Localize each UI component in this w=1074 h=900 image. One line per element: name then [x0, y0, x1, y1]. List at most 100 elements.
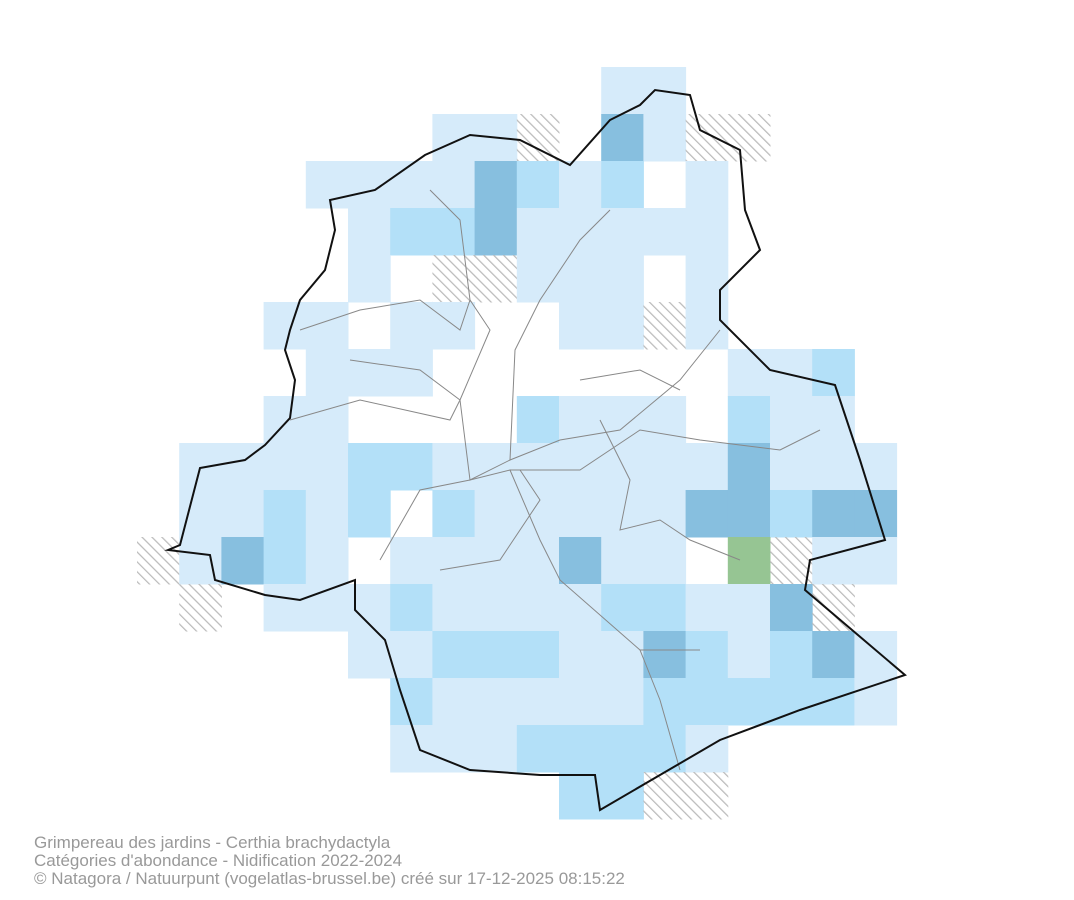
grid-cell [643, 490, 687, 538]
grid-cell [432, 584, 476, 632]
grid-cell [727, 349, 771, 397]
grid-cell [685, 772, 729, 820]
grid-cell [727, 396, 771, 444]
grid-cell [305, 161, 349, 209]
grid-cell [559, 537, 602, 585]
grid-cell [643, 631, 687, 679]
grid-cell [516, 443, 560, 491]
grid-cell [263, 396, 307, 444]
grid-cells [137, 67, 898, 820]
grid-cell [474, 584, 518, 632]
grid-cell [390, 678, 433, 726]
grid-cell [474, 725, 518, 773]
grid-cell [559, 161, 602, 209]
grid-cell [516, 208, 560, 256]
grid-cell [643, 584, 687, 632]
grid-cell [601, 114, 644, 162]
grid-cell [727, 490, 771, 538]
grid-cell [643, 443, 687, 491]
grid-cell [474, 161, 518, 209]
grid-cell [643, 302, 687, 350]
grid-cell [601, 725, 644, 773]
grid-cell [812, 631, 855, 679]
grid-cell [601, 302, 644, 350]
grid-cell [263, 443, 307, 491]
grid-cell [643, 396, 687, 444]
grid-cell [305, 349, 349, 397]
grid-cell [685, 302, 729, 350]
grid-cell [179, 490, 222, 538]
grid-cell [474, 208, 518, 256]
grid-cell [559, 490, 602, 538]
footer-line: Grimpereau des jardins - Certhia brachyd… [34, 833, 391, 852]
grid-cell [263, 537, 307, 585]
grid-cell [812, 678, 855, 726]
grid-cell [305, 584, 349, 632]
grid-cell [854, 537, 898, 585]
grid-cell [516, 161, 560, 209]
grid-cell [390, 302, 433, 350]
grid-cell [390, 208, 433, 256]
grid-cell [770, 396, 813, 444]
grid-cell [474, 631, 518, 679]
grid-cell [179, 443, 222, 491]
grid-cell [727, 678, 771, 726]
grid-cell [812, 490, 855, 538]
grid-cell [601, 631, 644, 679]
grid-cell [559, 255, 602, 303]
map [137, 67, 907, 820]
grid-cell [854, 443, 898, 491]
grid-cell [348, 443, 391, 491]
grid-cell [390, 161, 433, 209]
grid-cell [812, 396, 855, 444]
grid-cell [685, 114, 729, 162]
grid-cell [263, 302, 307, 350]
grid-cell [643, 114, 687, 162]
grid-cell [685, 678, 729, 726]
grid-cell [137, 537, 180, 585]
grid-cell [727, 631, 771, 679]
grid-cell [812, 349, 855, 397]
footer-line: © Natagora / Natuurpunt (vogelatlas-brus… [34, 869, 625, 888]
grid-cell [305, 443, 349, 491]
grid-cell [601, 443, 644, 491]
grid-cell [770, 349, 813, 397]
grid-cell [390, 537, 433, 585]
grid-cell [643, 208, 687, 256]
grid-cell [727, 443, 771, 491]
grid-cell [516, 114, 560, 162]
grid-cell [390, 725, 433, 773]
grid-cell [559, 772, 602, 820]
grid-cell [685, 490, 729, 538]
grid-cell [601, 678, 644, 726]
grid-cell [559, 208, 602, 256]
grid-cell [601, 161, 644, 209]
grid-cell [305, 537, 349, 585]
grid-cell [390, 631, 433, 679]
grid-cell [812, 584, 855, 632]
grid-cell [474, 678, 518, 726]
grid-cell [770, 584, 813, 632]
grid-cell [559, 443, 602, 491]
grid-cell [432, 255, 476, 303]
grid-cell [601, 490, 644, 538]
grid-cell [559, 302, 602, 350]
grid-cell [305, 490, 349, 538]
footer-line: Catégories d'abondance - Nidification 20… [34, 851, 403, 870]
grid-cell [348, 490, 391, 538]
grid-cell [601, 537, 644, 585]
grid-cell [643, 537, 687, 585]
grid-cell [727, 114, 771, 162]
grid-cell [601, 67, 644, 115]
grid-cell [643, 772, 687, 820]
grid-cell [432, 537, 476, 585]
grid-cell [390, 443, 433, 491]
grid-cell [516, 584, 560, 632]
grid-cell [432, 678, 476, 726]
region-outline [164, 88, 907, 812]
grid-cell [474, 255, 518, 303]
grid-cell [601, 396, 644, 444]
grid-cell [432, 631, 476, 679]
grid-cell [432, 725, 476, 773]
